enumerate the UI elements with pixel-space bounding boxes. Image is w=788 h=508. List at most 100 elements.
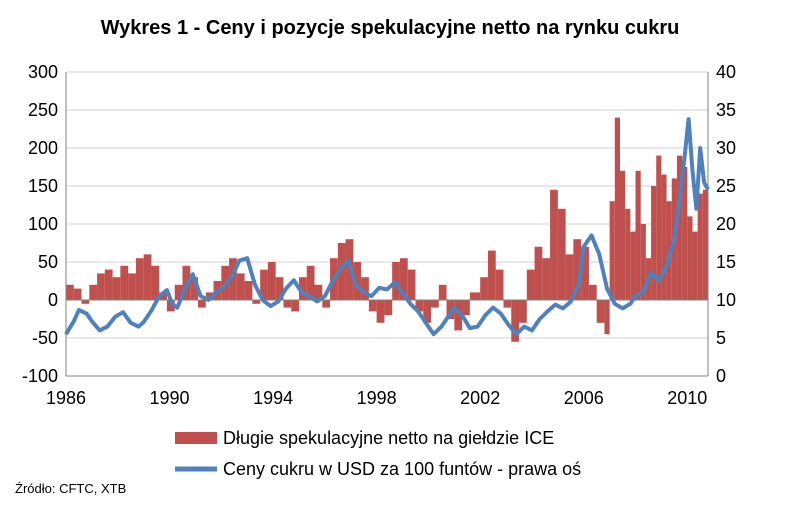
- axes: [65, 72, 709, 377]
- y-left-tick-label: -100: [22, 366, 58, 386]
- bar: [384, 300, 393, 316]
- bar: [573, 239, 582, 300]
- x-tick-label: 2002: [460, 388, 500, 408]
- source-note: Źródło: CFTC, XTB: [15, 481, 126, 496]
- line-series: [64, 117, 710, 337]
- legend-label-line: Ceny cukru w USD za 100 funtów - prawa o…: [223, 459, 581, 479]
- x-tick-label: 1998: [357, 388, 397, 408]
- bar: [431, 300, 439, 308]
- bar: [236, 273, 245, 300]
- bar: [229, 258, 237, 300]
- bar: [661, 174, 667, 300]
- bar: [687, 216, 693, 300]
- legend-label-bar: Długie spekulacyjne netto na giełdzie IC…: [223, 428, 554, 448]
- bar: [81, 300, 90, 304]
- bar: [682, 167, 688, 300]
- bar: [656, 155, 662, 300]
- bar: [66, 284, 74, 300]
- bar: [407, 269, 416, 300]
- bar: [423, 300, 432, 323]
- bar: [97, 273, 105, 300]
- bar: [676, 155, 683, 300]
- bar: [174, 284, 183, 300]
- bar: [275, 277, 284, 300]
- y-left-tick-label: 50: [38, 252, 58, 272]
- bar: [128, 273, 136, 300]
- x-tick-label: 1986: [46, 388, 86, 408]
- y-left-tick-label: 200: [28, 138, 58, 158]
- price-line: [64, 117, 710, 337]
- chart-title: Wykres 1 - Ceny i pozycje spekulacyjne n…: [100, 17, 680, 39]
- bar: [534, 246, 543, 300]
- bar: [519, 300, 527, 323]
- bar: [322, 300, 331, 308]
- bar: [692, 231, 698, 300]
- legend: Długie spekulacyjne netto na giełdzie IC…: [175, 428, 581, 479]
- y-right-tick-label: 20: [716, 214, 736, 234]
- x-tick-label: 1994: [253, 388, 293, 408]
- bar: [353, 262, 362, 300]
- bar: [198, 300, 206, 308]
- bar: [361, 277, 369, 300]
- x-tick-label: 2006: [564, 388, 604, 408]
- bar: [596, 300, 605, 323]
- bar: [635, 170, 641, 300]
- bar: [702, 189, 708, 300]
- legend-swatch-bar: [175, 432, 217, 444]
- bar: [244, 281, 253, 300]
- bar: [89, 284, 98, 300]
- y-right-tick-label: 35: [716, 100, 736, 120]
- bar: [399, 258, 408, 300]
- bar: [651, 186, 657, 300]
- bar: [609, 201, 615, 300]
- bar: [159, 292, 167, 300]
- bar: [368, 300, 377, 312]
- bar: [151, 265, 160, 300]
- tick-labels: 300250200150100500-50-100403530252015105…: [22, 62, 736, 408]
- bar: [267, 262, 276, 300]
- bar: [581, 246, 589, 300]
- bar: [462, 300, 470, 316]
- y-left-tick-label: 100: [28, 214, 58, 234]
- bar: [135, 258, 144, 300]
- bar: [503, 300, 512, 308]
- bar: [314, 284, 323, 300]
- bar: [487, 250, 496, 300]
- x-tick-label: 1990: [150, 388, 190, 408]
- bar: [469, 292, 481, 300]
- y-right-tick-label: 25: [716, 176, 736, 196]
- bar: [614, 117, 620, 300]
- bar: [260, 269, 268, 300]
- bar: [73, 288, 82, 300]
- y-right-tick-label: 15: [716, 252, 736, 272]
- y-right-tick-label: 40: [716, 62, 736, 82]
- bar: [542, 258, 551, 300]
- bar: [480, 277, 488, 300]
- bar: [415, 300, 424, 312]
- bar: [291, 300, 299, 312]
- bar: [143, 254, 152, 300]
- bar: [557, 208, 566, 300]
- x-tick-label: 2010: [667, 388, 707, 408]
- bar: [640, 224, 646, 300]
- y-left-tick-label: 0: [48, 290, 58, 310]
- y-left-tick-label: 250: [28, 100, 58, 120]
- bar: [454, 300, 463, 331]
- bar: [190, 277, 199, 300]
- y-left-tick-label: 300: [28, 62, 58, 82]
- bar-series: [66, 117, 708, 342]
- y-left-tick-label: -50: [32, 328, 58, 348]
- bar: [376, 300, 385, 323]
- bar: [166, 300, 175, 312]
- bar: [446, 300, 455, 319]
- bar: [252, 300, 261, 304]
- y-right-tick-label: 0: [716, 366, 726, 386]
- bar: [625, 208, 631, 300]
- bar: [526, 269, 535, 300]
- bar: [619, 170, 626, 300]
- bar: [565, 254, 574, 300]
- bar: [697, 193, 703, 300]
- y-left-tick-label: 150: [28, 176, 58, 196]
- bar: [438, 284, 447, 300]
